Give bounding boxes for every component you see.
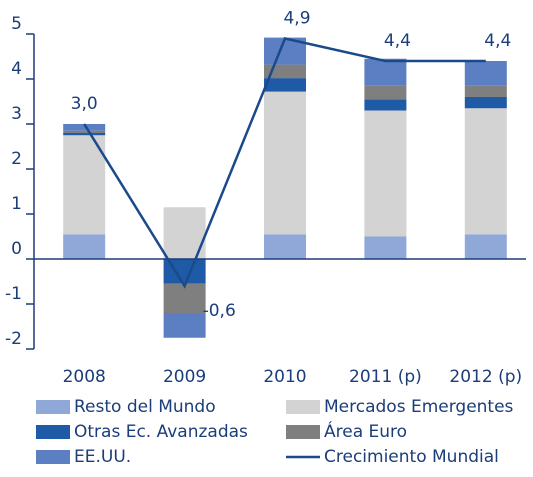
bar-segment <box>364 110 407 237</box>
bar-segment <box>63 130 106 133</box>
bar-segment <box>364 58 407 86</box>
data-label: 3,0 <box>71 94 98 114</box>
legend-label: Crecimiento Mundial <box>324 447 499 467</box>
legend-swatch <box>36 450 70 464</box>
legend-label: Resto del Mundo <box>74 397 216 417</box>
x-tick-label: 2010 <box>263 367 306 387</box>
bar-segment <box>464 108 507 235</box>
data-label: 4,9 <box>283 9 310 29</box>
x-tick-label: 2012 (p) <box>449 367 522 387</box>
bar-segment <box>264 64 306 79</box>
data-label: 4,4 <box>384 31 411 51</box>
bar-segment <box>464 61 507 86</box>
legend-label: Otras Ec. Avanzadas <box>74 422 248 442</box>
line-series <box>83 37 486 289</box>
bar-segment <box>63 133 106 136</box>
y-tick-label: 4 <box>11 59 22 79</box>
bar-segment <box>63 124 106 131</box>
legend-label: EE.UU. <box>74 447 131 467</box>
x-tick-label: 2008 <box>63 367 106 387</box>
bar-segment <box>364 85 407 100</box>
y-tick-label: 3 <box>11 104 22 124</box>
bar-segment <box>464 97 507 109</box>
y-tick-label: 1 <box>11 194 22 214</box>
bar-segment <box>63 234 106 259</box>
bar-segment <box>464 85 507 97</box>
legend-swatch <box>36 400 70 414</box>
bar-segment <box>464 234 507 259</box>
y-tick-label: -1 <box>5 284 22 304</box>
legend-swatch <box>286 425 320 439</box>
data-label: -0,6 <box>203 301 236 321</box>
bar-segment <box>364 99 407 111</box>
bar-segment <box>364 236 407 259</box>
y-tick-label: -2 <box>5 329 22 349</box>
legend-label: Mercados Emergentes <box>324 397 514 417</box>
legend-swatch <box>36 425 70 439</box>
bar-segment <box>264 234 306 259</box>
y-tick-label: 5 <box>11 14 22 34</box>
legend-label: Área Euro <box>324 420 407 442</box>
legend-swatch <box>286 400 320 414</box>
x-tick-label: 2009 <box>163 367 206 387</box>
bar-segment <box>264 91 306 235</box>
bar-segment <box>163 283 206 313</box>
x-tick-label: 2011 (p) <box>349 367 422 387</box>
bar-segment <box>264 78 306 92</box>
bar-segment <box>163 313 206 338</box>
y-tick-label: 2 <box>11 149 22 169</box>
y-tick-label: 0 <box>11 239 22 259</box>
data-label: 4,4 <box>484 31 511 51</box>
bar-segment <box>63 135 106 235</box>
